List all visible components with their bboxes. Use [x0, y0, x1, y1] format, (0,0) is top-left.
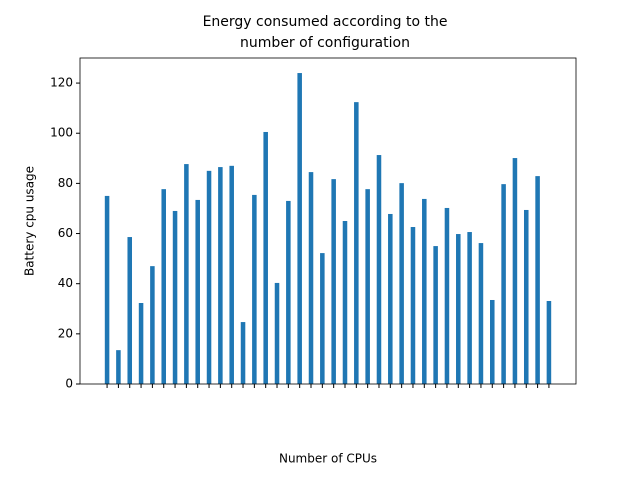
bar — [229, 165, 234, 384]
bar — [297, 73, 302, 385]
y-axis-label: Battery cpu usage — [23, 166, 37, 276]
chart-title: number of configuration — [240, 35, 410, 51]
bar — [161, 189, 166, 384]
y-tick-label: 40 — [58, 276, 73, 290]
bar — [150, 266, 155, 384]
bar — [138, 303, 144, 384]
bar — [206, 170, 212, 384]
x-axis-label: Number of CPUs — [279, 452, 377, 466]
y-tick-label: 80 — [58, 176, 73, 190]
bar — [467, 232, 472, 384]
bar — [490, 299, 495, 384]
chart-title: Energy consumed according to the — [203, 14, 448, 30]
y-tick-label: 60 — [58, 226, 73, 240]
bar — [456, 234, 461, 384]
bar — [535, 176, 540, 384]
bar — [376, 155, 382, 384]
y-tick-label: 0 — [65, 377, 73, 391]
plot-frame — [79, 57, 577, 385]
bar — [546, 300, 552, 384]
bar — [240, 322, 246, 384]
bar — [388, 213, 393, 384]
bar — [444, 207, 450, 384]
bar — [320, 253, 325, 384]
bar — [263, 131, 268, 384]
bar — [218, 167, 223, 384]
bar — [195, 199, 200, 384]
bar — [365, 189, 370, 384]
bar — [501, 184, 506, 384]
bar — [399, 183, 404, 384]
bar — [512, 158, 518, 384]
bar — [127, 237, 133, 384]
bar — [478, 243, 484, 384]
bar — [104, 195, 110, 384]
bar — [342, 221, 348, 384]
y-tick-label: 20 — [58, 326, 73, 340]
bar — [410, 227, 416, 384]
bar — [274, 282, 280, 384]
bar — [331, 179, 336, 384]
bar — [252, 194, 257, 384]
bar — [184, 164, 189, 384]
y-tick-label: 100 — [50, 126, 73, 140]
y-tick-label: 120 — [50, 76, 73, 90]
bar — [308, 172, 314, 384]
bar — [286, 200, 291, 384]
bar — [433, 246, 438, 384]
bar — [172, 210, 178, 384]
bar — [354, 102, 359, 385]
bar — [422, 198, 427, 384]
bar — [523, 209, 529, 384]
bar — [116, 350, 121, 384]
